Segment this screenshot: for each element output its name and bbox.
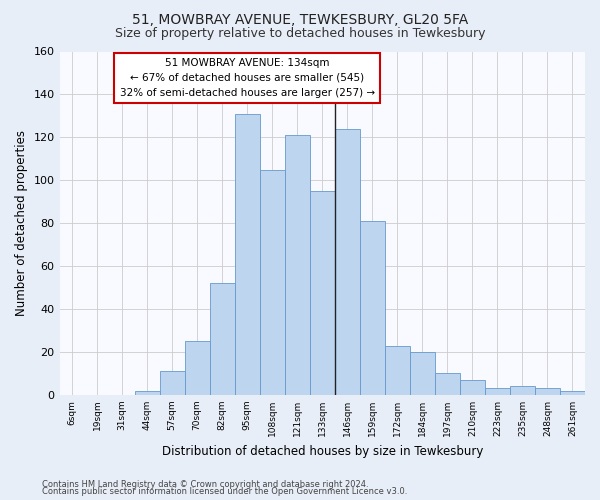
Y-axis label: Number of detached properties: Number of detached properties — [15, 130, 28, 316]
Bar — [285, 135, 310, 395]
Bar — [310, 191, 335, 395]
Bar — [160, 372, 185, 395]
Bar — [510, 386, 535, 395]
X-axis label: Distribution of detached houses by size in Tewkesbury: Distribution of detached houses by size … — [161, 444, 483, 458]
Bar — [335, 129, 360, 395]
Text: 51 MOWBRAY AVENUE: 134sqm
← 67% of detached houses are smaller (545)
32% of semi: 51 MOWBRAY AVENUE: 134sqm ← 67% of detac… — [119, 58, 375, 98]
Bar — [360, 221, 385, 395]
Bar — [560, 390, 585, 395]
Bar — [535, 388, 560, 395]
Text: 51, MOWBRAY AVENUE, TEWKESBURY, GL20 5FA: 51, MOWBRAY AVENUE, TEWKESBURY, GL20 5FA — [132, 12, 468, 26]
Bar — [385, 346, 410, 395]
Text: Contains HM Land Registry data © Crown copyright and database right 2024.: Contains HM Land Registry data © Crown c… — [42, 480, 368, 489]
Text: Size of property relative to detached houses in Tewkesbury: Size of property relative to detached ho… — [115, 28, 485, 40]
Bar — [235, 114, 260, 395]
Bar — [435, 374, 460, 395]
Bar — [460, 380, 485, 395]
Text: Contains public sector information licensed under the Open Government Licence v3: Contains public sector information licen… — [42, 488, 407, 496]
Bar — [485, 388, 510, 395]
Bar — [185, 342, 209, 395]
Bar — [410, 352, 435, 395]
Bar — [209, 284, 235, 395]
Bar — [134, 390, 160, 395]
Bar — [260, 170, 285, 395]
